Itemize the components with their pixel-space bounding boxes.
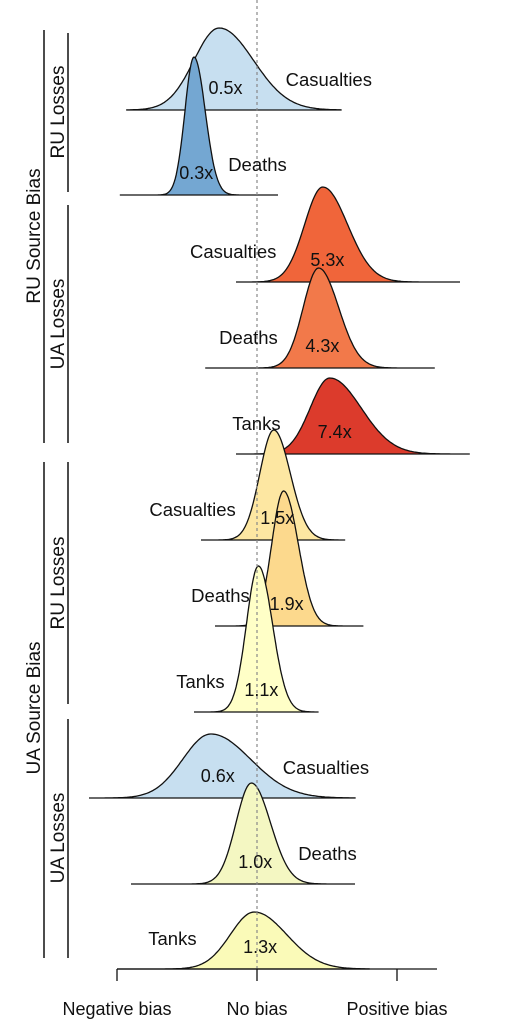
ridge-ru-ru-deaths bbox=[119, 56, 278, 196]
ridge-ua-ru-deaths bbox=[215, 490, 364, 627]
category-label-ua-ru-casualties: Casualties bbox=[149, 499, 235, 520]
multiplier-label-ua-ru-tanks: 1.1x bbox=[244, 680, 278, 700]
multiplier-label-ua-ua-tanks: 1.3x bbox=[243, 937, 277, 957]
x-tick-label-0: Negative bias bbox=[62, 999, 171, 1019]
multiplier-label-ru-ua-deaths: 4.3x bbox=[305, 336, 339, 356]
ridge-ua-ua-deaths bbox=[131, 782, 355, 885]
category-label-ua-ua-tanks: Tanks bbox=[148, 928, 196, 949]
category-label-ru-ru-casualties: Casualties bbox=[286, 69, 372, 90]
ridge-ua-ua-casualties bbox=[89, 733, 356, 799]
x-tick-label-2: Positive bias bbox=[346, 999, 447, 1019]
group-label-ru-source-bias: RU Source Bias bbox=[24, 168, 45, 303]
ridges bbox=[89, 27, 470, 970]
ridge-ru-ua-deaths bbox=[205, 267, 435, 369]
subgroup-label-ru-source-ru-losses: RU Losses bbox=[48, 66, 69, 159]
group-labels: RU Source Bias RU Losses UA Losses UA So… bbox=[24, 30, 69, 958]
category-label-ua-ru-tanks: Tanks bbox=[176, 671, 224, 692]
category-label-ru-ua-deaths: Deaths bbox=[219, 327, 278, 348]
multiplier-label-ru-ru-casualties: 0.5x bbox=[208, 78, 242, 98]
ridge-ua-ru-casualties bbox=[201, 429, 346, 541]
multiplier-label-ua-ru-deaths: 1.9x bbox=[270, 594, 304, 614]
multiplier-label-ua-ua-casualties: 0.6x bbox=[201, 766, 235, 786]
multiplier-label-ru-ua-casualties: 5.3x bbox=[310, 250, 344, 270]
group-label-ua-source-bias: UA Source Bias bbox=[24, 641, 45, 774]
x-tick-label-1: No bias bbox=[226, 999, 287, 1019]
category-label-ua-ru-deaths: Deaths bbox=[191, 585, 250, 606]
subgroup-label-ua-source-ua-losses: UA Losses bbox=[48, 793, 69, 884]
category-label-ua-ua-deaths: Deaths bbox=[298, 843, 357, 864]
category-label-ru-ua-tanks: Tanks bbox=[232, 413, 280, 434]
multiplier-label-ru-ru-deaths: 0.3x bbox=[179, 163, 213, 183]
multiplier-label-ru-ua-tanks: 7.4x bbox=[318, 422, 352, 442]
ridge-labels: 0.5x Casualties 0.3x Deaths 5.3x Casualties 4.… bbox=[148, 69, 372, 957]
category-label-ru-ua-casualties: Casualties bbox=[190, 241, 276, 262]
category-label-ua-ua-casualties: Casualties bbox=[283, 757, 369, 778]
ridge-ua-ru-tanks bbox=[194, 565, 319, 713]
subgroup-label-ru-source-ua-losses: UA Losses bbox=[48, 279, 69, 370]
category-label-ru-ru-deaths: Deaths bbox=[228, 154, 287, 175]
subgroup-label-ua-source-ru-losses: RU Losses bbox=[48, 537, 69, 630]
x-axis: Negative bias No bias Positive bias bbox=[62, 968, 448, 1019]
ridge-ru-ru-casualties bbox=[126, 27, 342, 111]
multiplier-label-ua-ua-deaths: 1.0x bbox=[238, 852, 272, 872]
ridge-ru-ua-casualties bbox=[236, 186, 460, 283]
multiplier-label-ua-ru-casualties: 1.5x bbox=[260, 508, 294, 528]
